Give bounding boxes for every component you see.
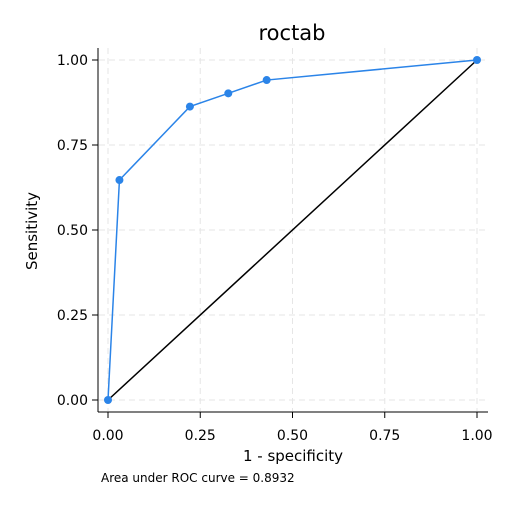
- x-tick-label: 1.00: [461, 428, 492, 444]
- grid-lines: [99, 48, 488, 411]
- y-tick-label: 0.25: [57, 308, 88, 324]
- roc-point: [185, 102, 194, 111]
- roc-point: [115, 176, 124, 185]
- x-axis-title: 1 - specificity: [243, 447, 343, 465]
- roc-point: [224, 89, 233, 98]
- x-tick-label: 0.50: [277, 428, 308, 444]
- y-tick-label: 0.00: [57, 393, 88, 409]
- x-tick-label: 0.75: [369, 428, 400, 444]
- x-tick-label: 0.00: [92, 428, 123, 444]
- roc-point: [262, 76, 271, 85]
- y-tick-label: 0.75: [57, 138, 88, 154]
- y-tick-label: 0.50: [57, 223, 88, 239]
- chart-title: roctab: [259, 21, 326, 45]
- x-tick-label: 0.25: [185, 428, 216, 444]
- roc-point: [104, 396, 112, 404]
- reference-line-layer: [107, 59, 478, 401]
- x-axis-ticks: 0.00 0.25 0.50 0.75 1.00: [92, 412, 493, 444]
- roc-series-layer: [104, 56, 481, 404]
- y-axis-ticks: 0.00 0.25 0.50 0.75 1.00: [57, 53, 98, 409]
- roc-curve-line: [107, 59, 478, 401]
- y-tick-label: 1.00: [57, 53, 88, 69]
- roc-point: [473, 56, 481, 64]
- reference-line: [107, 59, 478, 401]
- y-axis-title: Sensitivity: [23, 192, 41, 270]
- auc-note: Area under ROC curve = 0.8932: [101, 471, 295, 485]
